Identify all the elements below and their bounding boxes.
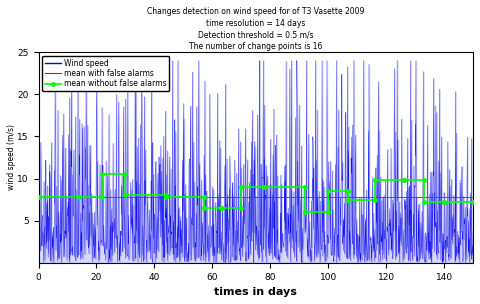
Legend: Wind speed, mean with false alarms, mean without false alarms: Wind speed, mean with false alarms, mean… [42,56,169,91]
Y-axis label: wind speed (m/s): wind speed (m/s) [7,124,16,190]
X-axis label: times in days: times in days [215,287,297,297]
Title: Changes detection on wind speed for of T3 Vasette 2009
time resolution = 14 days: Changes detection on wind speed for of T… [147,7,364,51]
